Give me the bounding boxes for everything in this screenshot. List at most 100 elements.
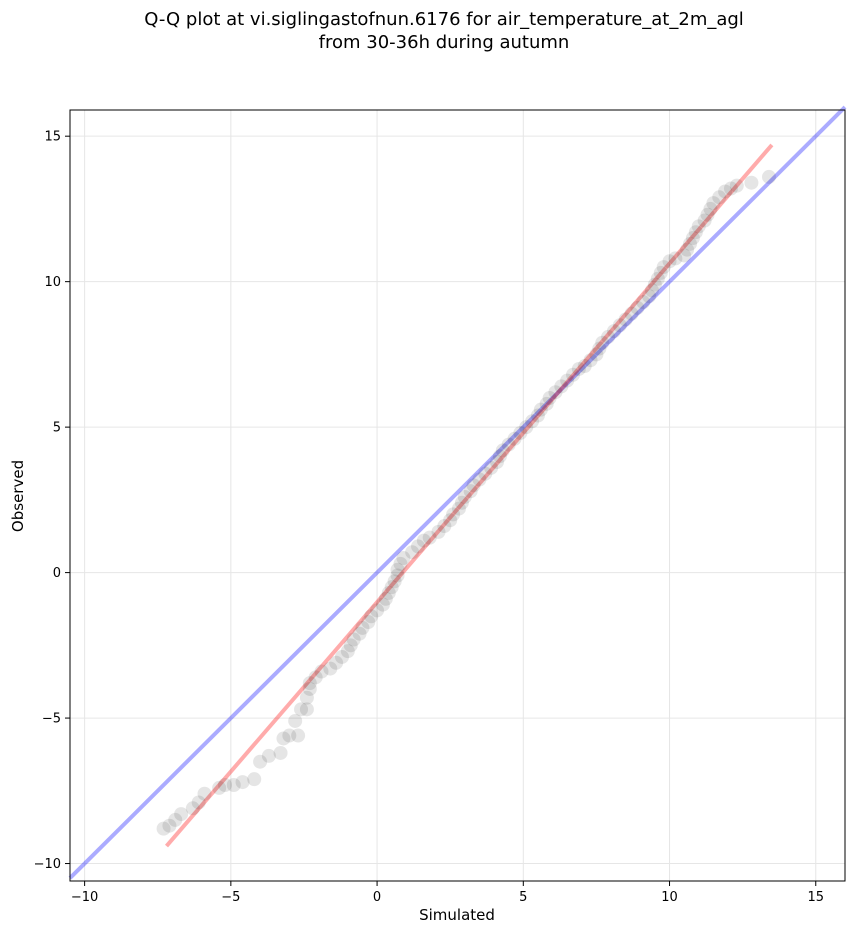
qq-point [191, 795, 206, 810]
qq-point [185, 801, 200, 816]
qq-point [273, 745, 288, 760]
qq-point [329, 655, 344, 670]
qq-point [700, 207, 715, 222]
qq-point [261, 748, 276, 763]
x-tick-label: −10 [71, 890, 98, 905]
qq-point [355, 620, 370, 635]
qq-point [618, 312, 633, 327]
qq-point [168, 812, 183, 827]
qq-point [411, 539, 426, 554]
y-tick-label: 10 [44, 275, 61, 290]
qq-point [525, 414, 540, 429]
qq-point [478, 466, 493, 481]
qq-point [340, 644, 355, 659]
fit-line [164, 143, 774, 848]
qq-point [443, 513, 458, 528]
x-tick-label: −5 [221, 890, 240, 905]
qq-point [416, 533, 431, 548]
qq-point [314, 664, 329, 679]
qq-point [431, 524, 446, 539]
y-tick-label: −10 [34, 857, 61, 872]
qq-point [601, 329, 616, 344]
x-tick-label: 0 [373, 890, 381, 905]
qq-point [352, 626, 367, 641]
qq-point [370, 603, 385, 618]
qq-point [606, 324, 621, 339]
qq-point [484, 460, 499, 475]
qq-point [712, 190, 727, 205]
x-tick-label: 5 [519, 890, 527, 905]
qq-point [589, 347, 604, 362]
qq-point [662, 254, 677, 269]
qq-point [530, 408, 545, 423]
chart-title-line-2: from 30-36h during autumn [319, 32, 570, 53]
qq-point [636, 295, 651, 310]
identity-line [68, 105, 847, 880]
plot-frame [69, 109, 846, 882]
qq-point [729, 178, 744, 193]
qq-point [723, 181, 738, 196]
plot-area [70, 110, 845, 881]
grid-lines [70, 110, 845, 881]
axis-ticks: −10 −5 0 5 10 15 −10 −5 0 5 10 15 [34, 130, 824, 905]
y-tick-label: 15 [44, 130, 61, 145]
qq-point [162, 818, 177, 833]
qq-point [583, 353, 598, 368]
qq-point [489, 455, 504, 470]
qq-point [393, 556, 408, 571]
qq-point [644, 283, 659, 298]
qq-point [299, 702, 314, 717]
qq-point [647, 277, 662, 292]
qq-point [294, 702, 309, 717]
qq-point [375, 597, 390, 612]
qq-point [533, 402, 548, 417]
qq-point [291, 728, 306, 743]
qq-point [595, 335, 610, 350]
qq-point [361, 615, 376, 630]
qq-point [630, 300, 645, 315]
qq-point [235, 775, 250, 790]
qq-point [650, 271, 665, 286]
qq-point [642, 289, 657, 304]
qq-point [226, 777, 241, 792]
qq-point [302, 676, 317, 691]
qq-point [197, 786, 212, 801]
qq-point [343, 638, 358, 653]
qq-point [507, 431, 522, 446]
qq-point [451, 501, 466, 516]
qq-point [668, 251, 683, 266]
qq-point [571, 361, 586, 376]
qq-point [457, 489, 472, 504]
qq-point [680, 242, 695, 257]
qq-point [299, 690, 314, 705]
qq-point [577, 359, 592, 374]
qq-point [761, 169, 776, 184]
qq-point [566, 367, 581, 382]
qq-point [174, 807, 189, 822]
qq-point [253, 754, 268, 769]
qq-point [308, 670, 323, 685]
qq-point [495, 443, 510, 458]
qq-point [697, 213, 712, 228]
qq-point [472, 472, 487, 487]
qq-point [334, 649, 349, 664]
qq-point [463, 484, 478, 499]
qq-point [703, 201, 718, 216]
y-axis-label: Observed [9, 460, 27, 532]
qq-point [683, 236, 697, 251]
qq-point [519, 420, 534, 435]
qq-point [378, 591, 393, 606]
qq-point [390, 562, 405, 577]
qq-point [744, 175, 759, 190]
qq-point [346, 632, 361, 647]
qq-point [691, 219, 706, 234]
qq-point [396, 551, 411, 566]
reference-lines [68, 105, 847, 880]
qq-point [422, 530, 437, 545]
qq-point [560, 373, 575, 388]
qq-point [387, 574, 402, 589]
chart-title-line-1: Q-Q plot at vi.siglingastofnun.6176 for … [144, 9, 744, 30]
qq-point [542, 391, 557, 406]
qq-point [539, 396, 554, 411]
